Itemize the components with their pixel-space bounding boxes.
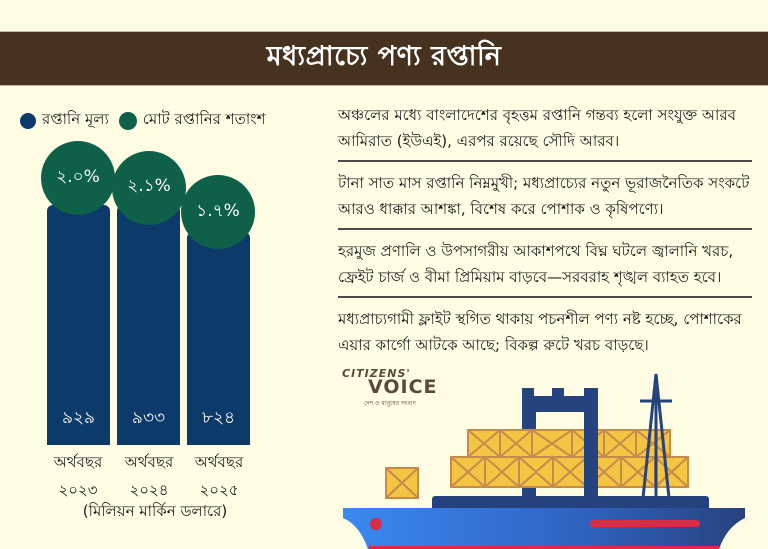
bar-value: ৯২৯ bbox=[61, 408, 96, 428]
note-item: মধ্যপ্রাচ্যগামী ফ্লাইট স্থগিত থাকায় পচন… bbox=[338, 310, 742, 354]
logo-tagline: দেশ ও মানুষের সংবাদ bbox=[364, 400, 416, 407]
unit-label: (মিলিয়ন মার্কিন ডলারে) bbox=[82, 502, 228, 520]
legend-label: মোট রপ্তানির শতাংশ bbox=[142, 110, 266, 128]
share-value: ২.০% bbox=[56, 167, 100, 187]
notes-panel: অঞ্চলের মধ্যে বাংলাদেশের বৃহত্তম রপ্তানি… bbox=[338, 100, 752, 364]
share-value: ২.১% bbox=[127, 176, 171, 196]
bar-fy2025: ৮২৪ bbox=[187, 232, 250, 445]
page-title: মধ্যপ্রাচ্যে পণ্য রপ্তানি bbox=[266, 41, 502, 72]
note-item: অঞ্চলের মধ্যে বাংলাদেশের বৃহত্তম রপ্তানি… bbox=[338, 100, 752, 162]
share-value: ১.৭% bbox=[196, 201, 240, 221]
bar-value: ৮২৪ bbox=[201, 408, 236, 428]
note-item: হরমুজ প্রণালি ও উপসাগরীয় আকাশপথে বিঘ্ন … bbox=[338, 230, 752, 298]
share-circle-fy2024: ২.১% bbox=[112, 151, 186, 225]
x-label-line2: ২০২৫ bbox=[199, 481, 239, 499]
chart-legend: রপ্তানি মূল্য মোট রপ্তানির শতাংশ bbox=[20, 108, 266, 133]
title-banner: মধ্যপ্রাচ্যে পণ্য রপ্তানি bbox=[0, 31, 768, 86]
x-label-fy2023: অর্থবছর ২০২৩ bbox=[38, 448, 118, 504]
legend-item-share: মোট রপ্তানির শতাংশ bbox=[118, 108, 266, 133]
note-item: টানা সাত মাস রপ্তানি নিম্নমুখী; মধ্যপ্রা… bbox=[338, 162, 752, 230]
citizens-voice-logo: CITIZENS' VOICE দেশ ও মানুষের সংবাদ bbox=[342, 367, 447, 409]
bar-fy2023: ৯২৯ bbox=[47, 205, 110, 445]
x-label-line2: ২০২৪ bbox=[129, 481, 169, 499]
logo-line2: VOICE bbox=[368, 376, 438, 398]
bar-fy2024: ৯৩৩ bbox=[117, 205, 180, 445]
legend-item-export-value: রপ্তানি মূল্য bbox=[20, 108, 109, 133]
legend-label: রপ্তানি মূল্য bbox=[42, 110, 109, 128]
x-label-fy2025: অর্থবছর ২০২৫ bbox=[179, 448, 259, 504]
x-label-line1: অর্থবছর bbox=[194, 453, 244, 471]
x-label-line1: অর্থবছর bbox=[124, 453, 174, 471]
x-label-line2: ২০২৩ bbox=[58, 481, 98, 499]
share-circle-fy2023: ২.০% bbox=[41, 141, 115, 215]
bar-value: ৯৩৩ bbox=[131, 408, 166, 428]
share-circle-fy2025: ১.৭% bbox=[181, 175, 255, 249]
legend-dot-green-icon bbox=[118, 111, 137, 130]
cargo-ship-icon bbox=[343, 373, 745, 549]
legend-dot-blue-icon bbox=[20, 112, 36, 129]
x-label-fy2024: অর্থবছর ২০২৪ bbox=[109, 448, 189, 504]
logo-line1: CITIZENS' bbox=[342, 367, 411, 380]
x-label-line1: অর্থবছর bbox=[53, 453, 103, 471]
